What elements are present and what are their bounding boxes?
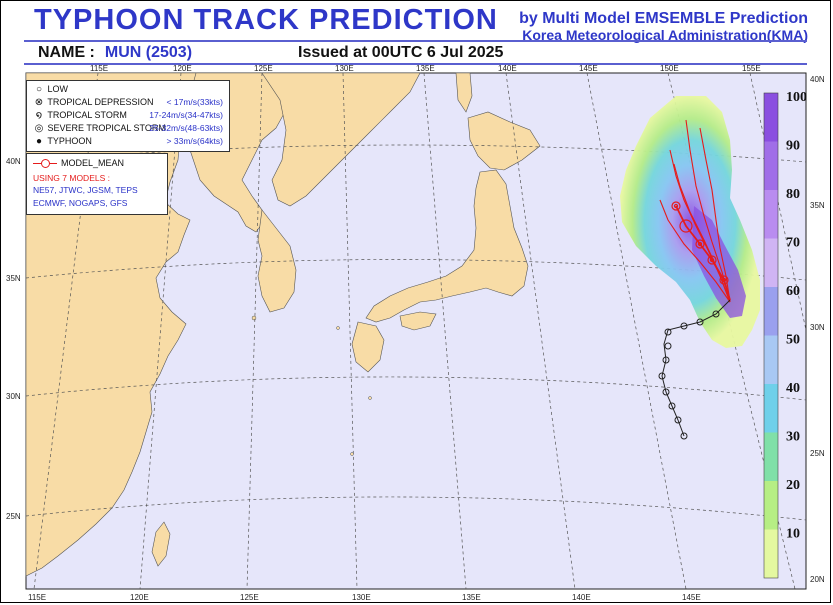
bottom-axis-label: 145E [682,593,701,602]
top-axis-label: 115E [90,64,108,73]
colorbar-segment [764,287,778,336]
island [350,452,354,456]
top-axis-label: 155E [742,64,761,73]
bottom-axis-label: 130E [352,593,371,602]
island-jeju [251,315,257,321]
colorbar-segment [764,93,778,142]
axis-labels: 115E 120E 125E 130E 135E 140E 145E 150E 155E 115E… [6,64,825,602]
model-mean-label: MODEL_MEAN [61,158,125,168]
model-mean-legend: MODEL_MEAN [33,158,125,169]
legend-sts-range: 25-32m/s(48-63kts) [149,123,223,133]
colorbar-segment [764,190,778,239]
land-russia [261,72,421,207]
land-sakhalin [455,72,473,113]
left-axis-label: 35N [6,274,21,283]
model-mean-markers [671,201,729,285]
credit-line-1: by Multi Model EMSEMBLE Prediction [519,10,808,27]
colorbar-segment [764,141,778,190]
low-icon: ○ [35,84,43,95]
land-honshu [365,169,529,323]
top-axis-label: 120E [173,64,192,73]
title-rule [24,40,807,42]
land-kyushu [351,321,385,373]
colorbar-segment [764,384,778,433]
land-taiwan [151,521,171,567]
legend-ts: TROPICAL STORM [47,110,127,120]
top-axis-label: 150E [660,64,679,73]
legend-td-range: < 17m/s(33kts) [166,97,223,107]
colorbar-label: 50 [786,333,800,348]
legend-low: LOW [47,84,69,94]
header-rule [24,63,807,65]
typhoon-name-line: NAME : MUN (2503) [38,44,192,62]
colorbar-label: 30 [786,430,800,445]
past-track-symbols [658,310,720,440]
legend-td: TROPICAL DEPRESSION [47,97,154,107]
right-axis-label: 40N [810,75,825,84]
storm-icon: ໑ [35,110,43,121]
credit-line-2: Korea Meteorological Administration(KMA) [522,27,808,43]
land-korea-south [257,209,297,313]
bottom-axis-label: 140E [572,593,591,602]
models-list-2: ECMWF, NOGAPS, GFS [33,198,128,208]
land-shikoku [399,311,437,331]
bottom-axis-label: 125E [240,593,259,602]
top-axis-label: 140E [498,64,517,73]
bottom-axis-label: 135E [462,593,481,602]
left-axis-label: 40N [6,157,21,166]
models-list-1: NE57, JTWC, JGSM, TEPS [33,185,138,195]
colorbar-segment [764,529,778,578]
legend-ty-range: > 33m/s(64kts) [166,136,223,146]
legend-ts-range: 17-24m/s(34-47kts) [149,110,223,120]
island [368,396,372,400]
colorbar-segment [764,335,778,384]
legend-ty: TYPHOON [47,136,92,146]
right-axis-label: 20N [810,575,825,584]
probability-colorbar: 100 90 80 70 60 50 40 30 20 10 [763,90,807,579]
severe-storm-icon: ◎ [34,123,44,134]
colorbar-label: 20 [786,478,800,493]
colorbar-border [763,92,779,579]
top-axis-label: 135E [416,64,435,73]
issued-time: Issued at 00UTC 6 Jul 2025 [298,44,504,61]
model-mean-line-icon [33,159,57,169]
depression-icon: ⊗ [34,97,44,108]
top-axis-label: 130E [335,64,354,73]
left-axis-label: 30N [6,392,21,401]
colorbar-segment [764,432,778,481]
page-title: TYPHOON TRACK PREDICTION [34,4,498,36]
colorbar-segment [764,481,778,530]
top-axis-label: 125E [254,64,273,73]
right-axis-label: 25N [810,449,825,458]
colorbar-label: 70 [786,236,800,251]
colorbar-label: 10 [786,527,800,542]
bottom-axis-label: 115E [28,593,46,602]
intensity-legend: ○ LOW ⊗ TROPICAL DEPRESSION < 17m/s(33kts… [26,80,230,152]
colorbar-label: 80 [786,187,800,202]
typhoon-icon: ● [35,136,43,147]
typhoon-name: MUN (2503) [104,44,193,61]
models-using: USING 7 MODELS : [33,173,110,183]
colorbar-label: 40 [786,381,800,396]
island [336,326,340,330]
colorbar-segment [764,238,778,287]
colorbar-label: 60 [786,284,800,299]
right-axis-label: 35N [810,201,825,210]
colorbar-label: 100 [786,90,807,105]
legend-sts: SEVERE TROPICAL STORM [47,123,166,133]
land-hokkaido [467,111,541,171]
colorbar-label: 90 [786,139,800,154]
model-legend: MODEL_MEAN USING 7 MODELS : NE57, JTWC, … [26,153,168,215]
name-label: NAME : [38,44,95,61]
right-axis-label: 30N [810,323,825,332]
left-axis-label: 25N [6,512,21,521]
top-axis-label: 145E [579,64,598,73]
bottom-axis-label: 120E [130,593,149,602]
